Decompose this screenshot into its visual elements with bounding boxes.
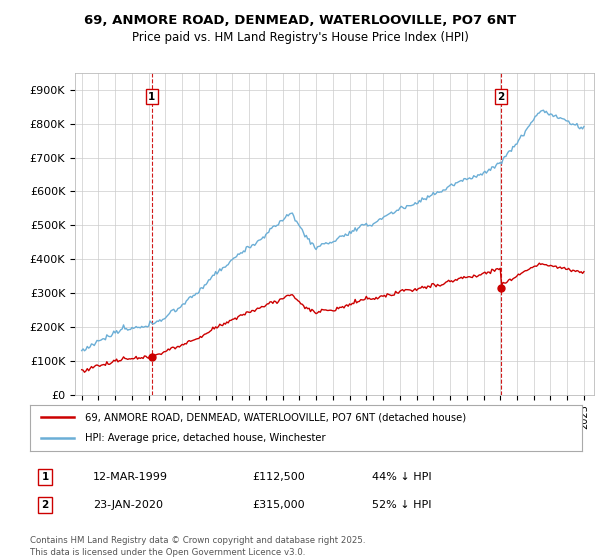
Text: 44% ↓ HPI: 44% ↓ HPI xyxy=(372,472,431,482)
Text: 52% ↓ HPI: 52% ↓ HPI xyxy=(372,500,431,510)
Text: Price paid vs. HM Land Registry's House Price Index (HPI): Price paid vs. HM Land Registry's House … xyxy=(131,31,469,44)
Text: 69, ANMORE ROAD, DENMEAD, WATERLOOVILLE, PO7 6NT (detached house): 69, ANMORE ROAD, DENMEAD, WATERLOOVILLE,… xyxy=(85,412,466,422)
Text: 69, ANMORE ROAD, DENMEAD, WATERLOOVILLE, PO7 6NT: 69, ANMORE ROAD, DENMEAD, WATERLOOVILLE,… xyxy=(84,14,516,27)
Text: 12-MAR-1999: 12-MAR-1999 xyxy=(93,472,168,482)
Text: Contains HM Land Registry data © Crown copyright and database right 2025.
This d: Contains HM Land Registry data © Crown c… xyxy=(30,536,365,557)
Text: 2: 2 xyxy=(41,500,49,510)
Text: 1: 1 xyxy=(41,472,49,482)
Text: 2: 2 xyxy=(497,91,505,101)
Text: £315,000: £315,000 xyxy=(252,500,305,510)
Text: 1: 1 xyxy=(148,91,155,101)
Text: 23-JAN-2020: 23-JAN-2020 xyxy=(93,500,163,510)
Text: HPI: Average price, detached house, Winchester: HPI: Average price, detached house, Winc… xyxy=(85,433,326,444)
Text: £112,500: £112,500 xyxy=(252,472,305,482)
